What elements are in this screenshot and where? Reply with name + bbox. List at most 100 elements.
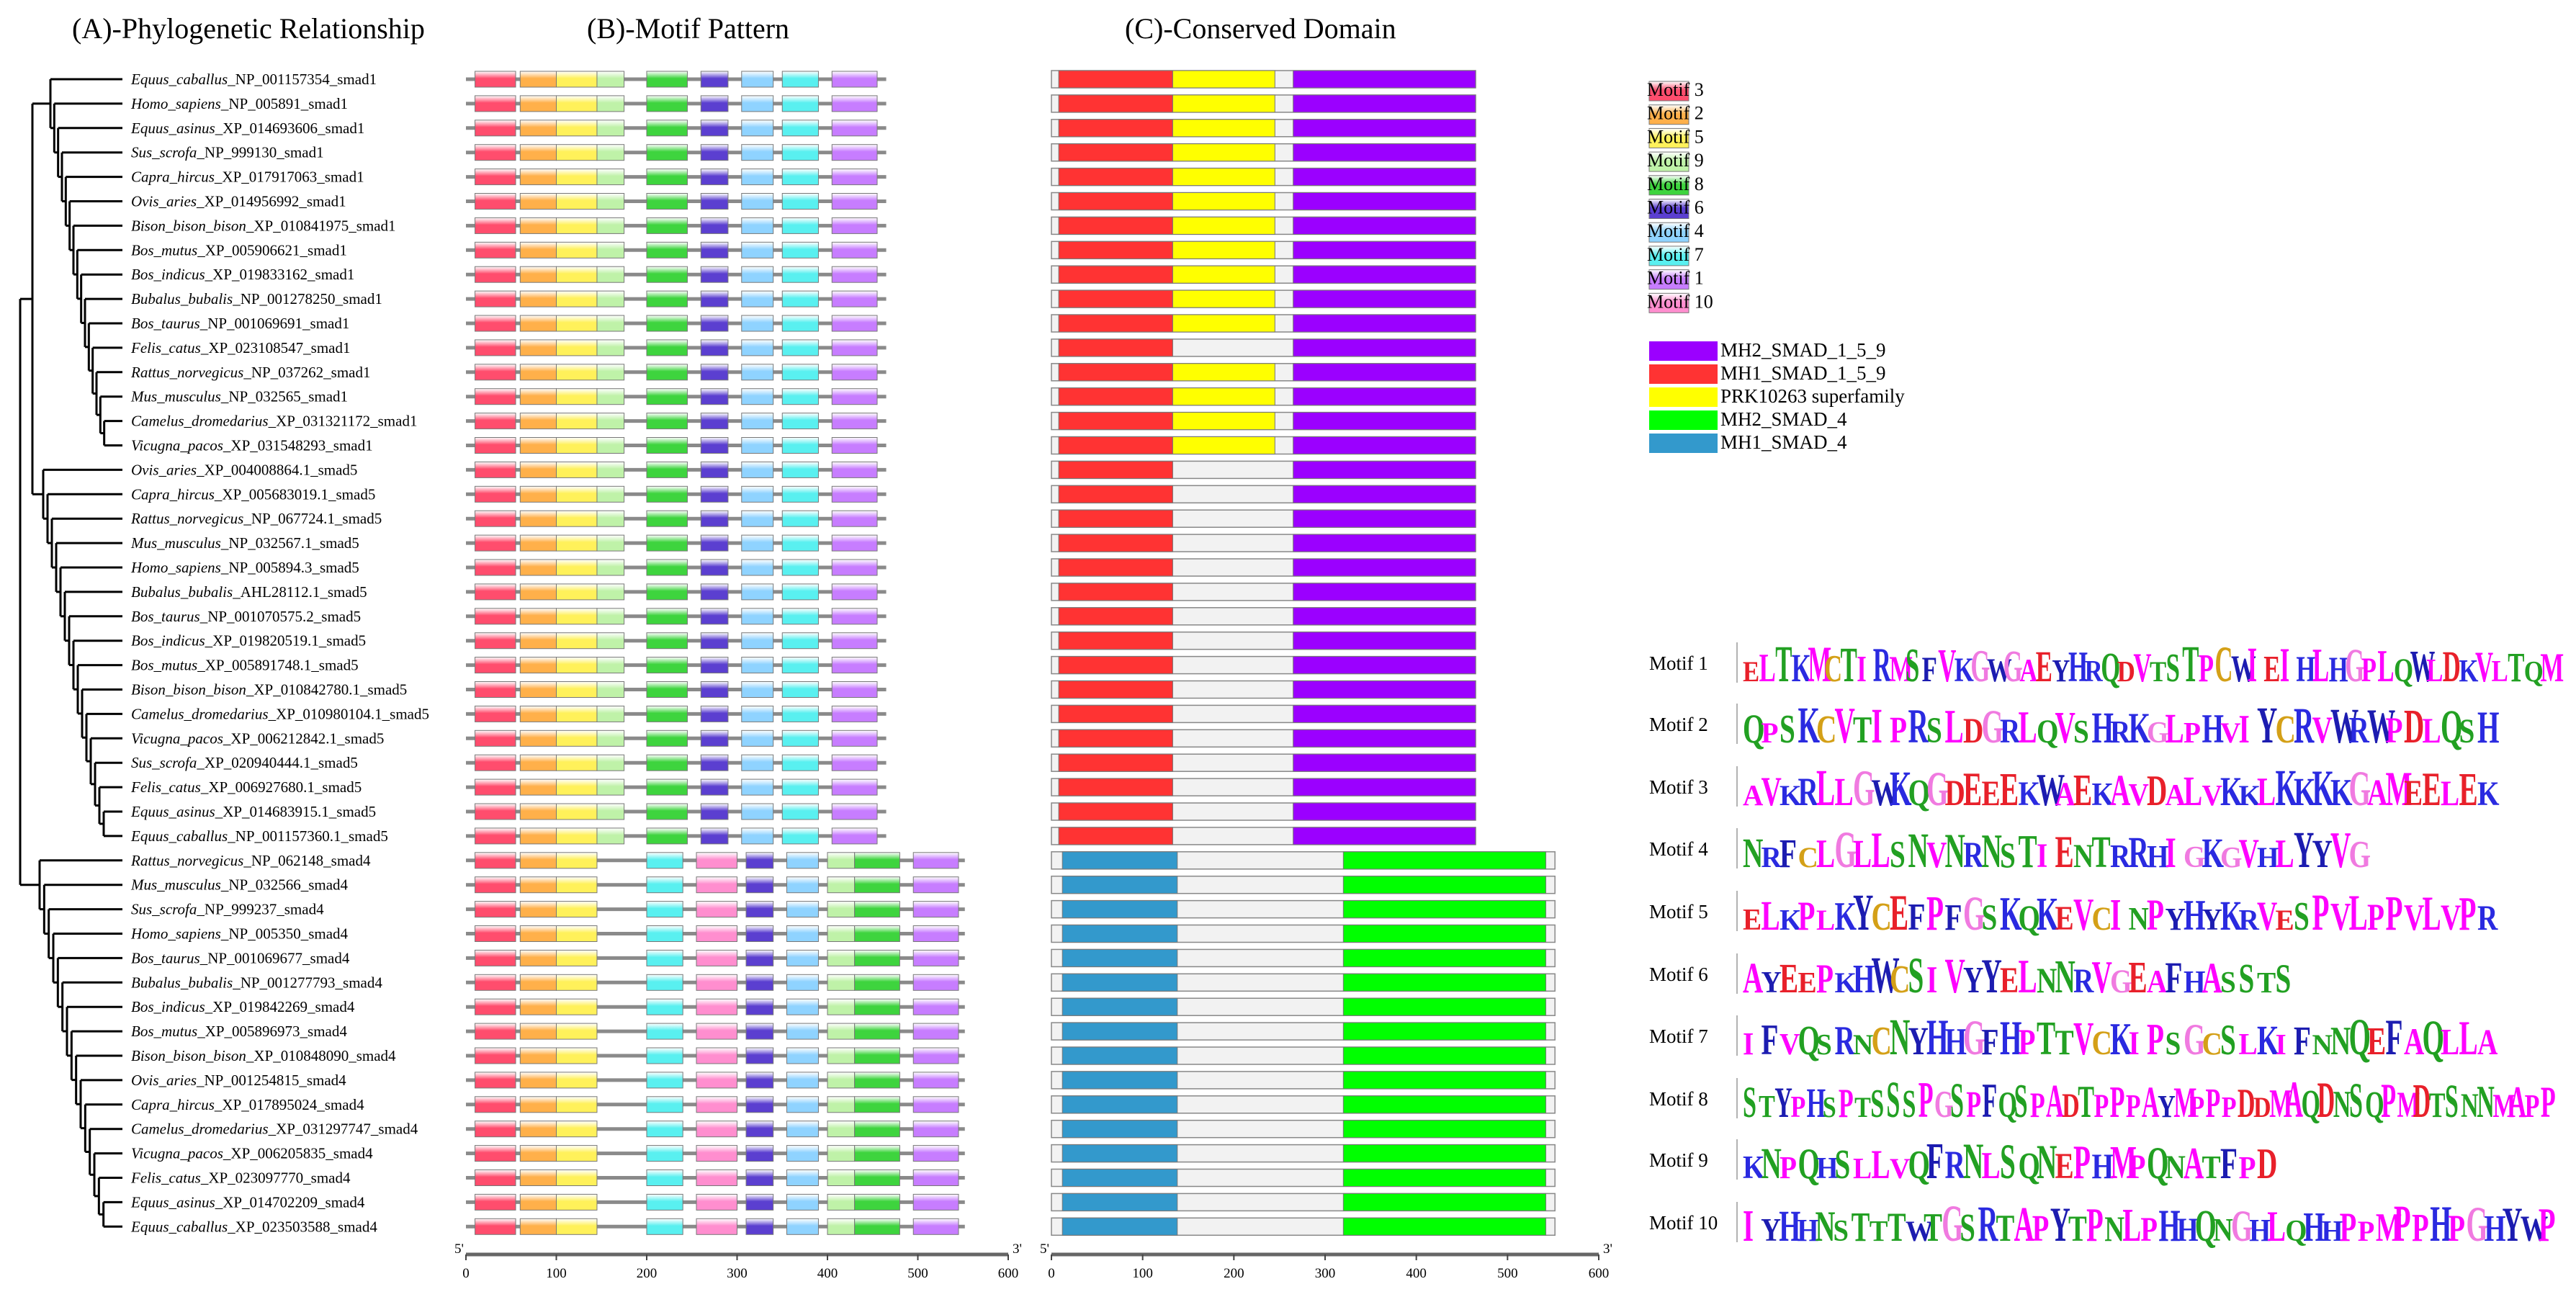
gene-accession: _XP_005683019.1_smad5 (214, 485, 375, 503)
logo-label: Motif 9 (1649, 1149, 1708, 1171)
motif-3-box (475, 974, 516, 991)
logo-residue: H (2177, 1212, 2199, 1249)
motif-3-box (475, 876, 516, 894)
domain-mh2-smad-4 (1342, 1144, 1547, 1163)
motif-4-box (786, 1121, 819, 1138)
logo-residue: H (2147, 840, 2169, 875)
gene-species: Rattus_norvegicus (130, 364, 243, 381)
gene-species: Felis_catus (130, 778, 201, 796)
motif-5-box (556, 1023, 598, 1040)
axis-tick-label: 400 (1406, 1266, 1427, 1281)
domain-mh1-smad-1-5-9 (1058, 314, 1173, 333)
motif-8-box (854, 1145, 900, 1162)
domain-mh2-smad-1-5-9 (1293, 436, 1476, 454)
motif-6-box (700, 657, 729, 674)
motif-4-box (741, 169, 774, 186)
motif-5-box (556, 852, 598, 869)
motif-5-box (556, 632, 598, 650)
logo-residue: S (1906, 639, 1919, 692)
motif-1-box (831, 632, 878, 650)
motif-2-box (519, 876, 557, 894)
logo-residue: S (1870, 1082, 1884, 1127)
motif-3-box (475, 949, 516, 966)
logo-residue: M (1808, 637, 1831, 693)
motif-7-box (646, 876, 683, 894)
motif-1-box (831, 583, 878, 601)
logo-residue: H (1797, 1213, 1818, 1248)
logo-residue: P (2147, 1015, 2164, 1065)
logo-residue: V (2475, 642, 2493, 691)
gene-accession: _NP_032565_smad1 (220, 388, 348, 405)
domain-mh2-smad-1-5-9 (1293, 632, 1476, 650)
domain-mh1-smad-1-5-9 (1058, 607, 1173, 626)
motif-4-box (786, 876, 819, 894)
gene-accession: _NP_999130_smad1 (196, 144, 323, 161)
logo-residue: E (1798, 966, 1817, 999)
motif-2-box (519, 974, 557, 991)
motif-4-box (741, 608, 774, 625)
logo-residue: S (2014, 1075, 2028, 1128)
logo-residue: T (1853, 709, 1872, 751)
logo-residue: G (2184, 839, 2206, 874)
motif-6-box (700, 217, 729, 234)
logo-residue: F (1945, 897, 1962, 938)
logo-residue: L (2441, 1021, 2459, 1063)
gene-species: Rattus_norvegicus (130, 510, 243, 527)
motif-6-box (700, 364, 729, 381)
gene-accession: _XP_019833162_smad1 (205, 266, 355, 283)
logo-residue: N (1963, 1133, 1983, 1190)
domain-mh2-smad-1-5-9 (1293, 265, 1476, 284)
logo-residue: K (2275, 758, 2297, 817)
gene-accession: _XP_019820519.1_smad5 (205, 632, 366, 650)
motif-8-box (646, 120, 688, 137)
logo-residue: E (1743, 902, 1762, 936)
logo-residue: P (1780, 1151, 1797, 1186)
logo-residue: A (1743, 778, 1763, 812)
motif-4-legend-label: Motif 4 (1647, 220, 1704, 241)
motif-1-box (831, 803, 878, 820)
motif-2-box (519, 729, 557, 747)
logo-residue: S (1903, 1082, 1916, 1126)
gene-accession: _XP_006212842.1_smad5 (223, 729, 384, 747)
logo-residue: T (1854, 1092, 1871, 1124)
logo-residue: P (2394, 1196, 2411, 1253)
gene-accession: _XP_031548293_smad1 (223, 437, 373, 454)
gene-label: Bos_indicus_XP_019833162_smad1 (131, 266, 354, 283)
logo-residue: K (2202, 830, 2225, 876)
logo-residue: D (2443, 642, 2461, 691)
logo-residue: G (1970, 641, 1990, 692)
motif-9-box (596, 144, 625, 161)
logo-residue: R (1945, 1144, 1966, 1187)
gene-species: Bos_indicus (131, 632, 205, 650)
motif-1-box (831, 339, 878, 356)
logo-residue: P (2126, 1087, 2141, 1124)
motif-2-box (519, 1169, 557, 1186)
motif-2-box (519, 1145, 557, 1162)
domain-mh2-smad-1-5-9 (1293, 387, 1476, 406)
logo-residue: L (2349, 885, 2368, 941)
logo-residue: E (2055, 899, 2074, 938)
motif-3-box (475, 608, 516, 625)
motif-4-box (786, 1145, 819, 1162)
motif-4-box (786, 1096, 819, 1113)
motif-4-box (741, 413, 774, 430)
motif-1-box (831, 413, 878, 430)
motif-7-box (781, 729, 819, 747)
gene-accession: _XP_020940444.1_smad5 (196, 754, 357, 771)
motif-3-box (475, 510, 516, 527)
logo-residue: K (1955, 652, 1974, 690)
motif-3-box (475, 1023, 516, 1040)
domain-mh2-smad-1-5-9 (1293, 94, 1476, 113)
gene-accession: _XP_010848090_smad4 (246, 1047, 396, 1064)
logo-residue: D (2404, 699, 2424, 753)
logo-residue: I (2037, 837, 2047, 875)
motif-2-box (519, 461, 557, 478)
motif-1-box (831, 437, 878, 454)
logo-residue: I (2276, 1028, 2286, 1061)
gene-accession: _XP_019842269_smad4 (205, 998, 355, 1015)
domain-mh2-smad-4 (1342, 851, 1547, 870)
logo-residue: D (2257, 1140, 2277, 1187)
logo-residue: N (1982, 824, 2002, 877)
motif-8-box (646, 681, 688, 698)
